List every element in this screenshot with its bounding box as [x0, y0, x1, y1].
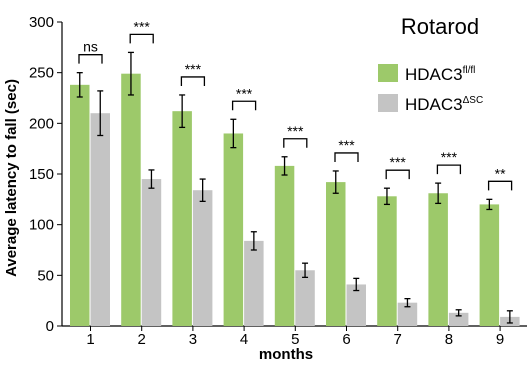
bar-series-1: [121, 73, 141, 327]
y-tick-label: 50: [37, 267, 54, 284]
x-tick-label: 4: [240, 331, 248, 348]
x-tick-label: 8: [445, 331, 453, 348]
x-tick-label: 2: [138, 331, 146, 348]
bar-series-2: [397, 302, 418, 326]
bar-series-1: [274, 165, 295, 326]
significance-bracket: [334, 152, 359, 162]
bar-series-2: [90, 113, 110, 326]
legend-label-1: HDAC3fl/fl: [405, 65, 475, 84]
significance-bracket: [180, 76, 206, 86]
significance-label: ***: [236, 85, 253, 101]
significance-label: ***: [287, 123, 304, 139]
y-tick-label: 100: [29, 217, 54, 234]
significance-bracket: [129, 33, 154, 44]
bar-series-1: [172, 111, 192, 326]
significance-bracket: [283, 138, 308, 148]
significance-bracket: [436, 164, 462, 175]
significance-label: ***: [338, 137, 355, 153]
bar-series-2: [141, 179, 162, 326]
bar-series-2: [192, 190, 213, 326]
legend-swatch-2: [378, 94, 398, 112]
y-tick-label: 300: [29, 14, 54, 31]
bar-series-1: [428, 193, 448, 326]
x-tick-label: 9: [496, 331, 504, 348]
legend-label-2: HDAC3ΔSC: [405, 95, 483, 114]
x-tick-label: 7: [394, 331, 402, 348]
significance-bracket: [487, 180, 513, 191]
bar-series-2: [448, 312, 469, 326]
significance-label: ***: [134, 18, 151, 34]
bar-series-1: [479, 204, 500, 326]
significance-label: ***: [390, 154, 407, 170]
significance-bracket: [78, 54, 103, 64]
bar-series-2: [244, 240, 264, 326]
bar-series-1: [377, 196, 397, 326]
chart-title: Rotarod: [401, 14, 479, 39]
x-axis-title: months: [259, 346, 313, 363]
legend-swatch-1: [378, 64, 398, 82]
significance-label: ***: [441, 149, 458, 165]
y-tick-label: 150: [29, 166, 54, 183]
y-tick-label: 250: [29, 65, 54, 82]
x-tick-label: 6: [342, 331, 350, 348]
x-tick-label: 3: [189, 331, 197, 348]
bar-series-2: [295, 270, 315, 326]
bar-series-1: [70, 84, 90, 327]
plot-area: 0 50 100 150 200 250 300 1 ns 2 *** 3 *** 4 *** 5 *** 6 **…: [29, 14, 527, 348]
significance-bracket: [231, 100, 257, 111]
bar-series-1: [223, 133, 244, 326]
bar-series-2: [346, 284, 366, 326]
significance-label: ns: [83, 39, 98, 55]
significance-label: ***: [185, 61, 202, 77]
significance-bracket: [385, 169, 410, 180]
y-axis-title: Average latency to fall (sec): [3, 79, 20, 277]
y-tick-label: 0: [46, 318, 54, 335]
significance-label: **: [495, 165, 506, 181]
y-tick-label: 200: [29, 115, 54, 132]
x-tick-label: 5: [291, 331, 299, 348]
x-tick-label: 1: [86, 331, 94, 348]
bar-series-1: [326, 182, 346, 326]
